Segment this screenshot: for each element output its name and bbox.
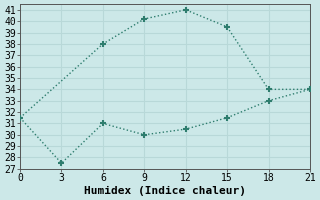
X-axis label: Humidex (Indice chaleur): Humidex (Indice chaleur) <box>84 186 246 196</box>
